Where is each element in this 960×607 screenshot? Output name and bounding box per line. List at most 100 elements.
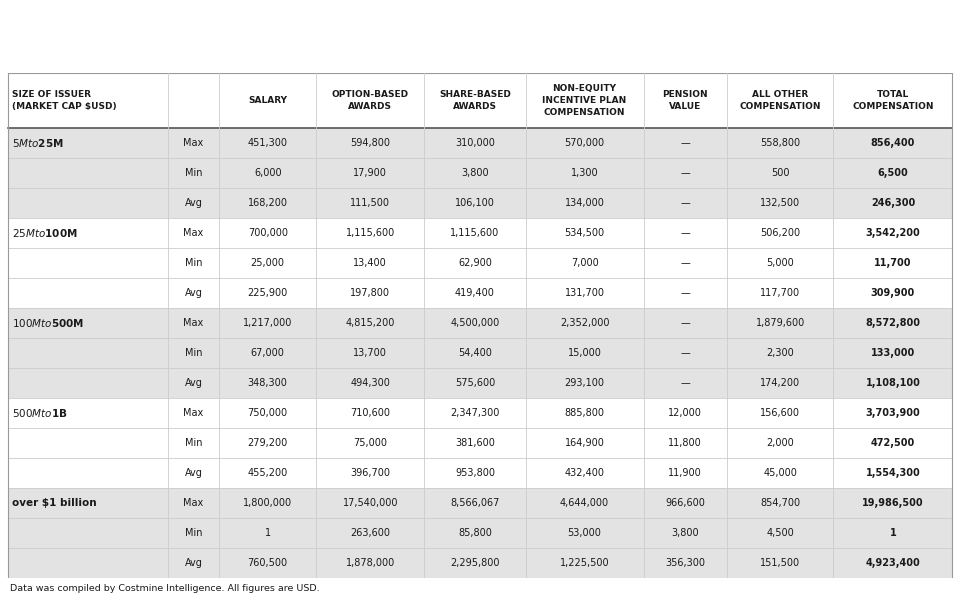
Text: 500: 500	[771, 168, 789, 178]
Text: OPTION-BASED
AWARDS: OPTION-BASED AWARDS	[332, 90, 409, 111]
Text: ALL OTHER
COMPENSATION: ALL OTHER COMPENSATION	[739, 90, 821, 111]
Text: Min: Min	[185, 438, 203, 448]
Text: 3,703,900: 3,703,900	[866, 408, 921, 418]
Text: TOTAL
COMPENSATION: TOTAL COMPENSATION	[852, 90, 934, 111]
Text: 455,200: 455,200	[248, 468, 288, 478]
Text: 197,800: 197,800	[350, 288, 391, 298]
Text: 3,800: 3,800	[461, 168, 489, 178]
Text: 760,500: 760,500	[248, 558, 288, 568]
Text: 534,500: 534,500	[564, 228, 605, 239]
Text: 1,217,000: 1,217,000	[243, 318, 293, 328]
Text: 2,295,800: 2,295,800	[450, 558, 499, 568]
Bar	[8, 428, 952, 458]
Text: 1: 1	[265, 528, 271, 538]
Text: 2,000: 2,000	[766, 438, 794, 448]
Text: 1,800,000: 1,800,000	[243, 498, 292, 508]
Text: Max: Max	[183, 228, 204, 239]
Text: 75,000: 75,000	[353, 438, 387, 448]
Text: —: —	[681, 318, 690, 328]
Text: 156,600: 156,600	[760, 408, 800, 418]
Text: 13,700: 13,700	[353, 348, 387, 358]
Text: 134,000: 134,000	[564, 198, 605, 208]
Text: 1,108,100: 1,108,100	[866, 378, 921, 388]
Bar	[8, 188, 952, 219]
Text: Avg: Avg	[184, 468, 203, 478]
Text: 856,400: 856,400	[871, 138, 915, 148]
Bar	[8, 338, 952, 368]
Text: 710,600: 710,600	[350, 408, 391, 418]
Text: PRESIDENT SALARIES: PRESIDENT SALARIES	[15, 16, 588, 61]
Text: 1,300: 1,300	[571, 168, 598, 178]
Text: Max: Max	[183, 408, 204, 418]
Text: 174,200: 174,200	[760, 378, 801, 388]
Text: 6,500: 6,500	[877, 168, 908, 178]
Text: 4,644,000: 4,644,000	[560, 498, 610, 508]
Text: Avg: Avg	[184, 378, 203, 388]
Bar	[8, 248, 952, 278]
Text: —: —	[681, 138, 690, 148]
Text: 54,400: 54,400	[458, 348, 492, 358]
Bar	[8, 368, 952, 398]
Text: 11,900: 11,900	[668, 468, 702, 478]
Text: 151,500: 151,500	[760, 558, 801, 568]
Text: 279,200: 279,200	[248, 438, 288, 448]
Text: SALARY: SALARY	[249, 96, 287, 105]
Text: 225,900: 225,900	[248, 288, 288, 298]
Text: 750,000: 750,000	[248, 408, 288, 418]
Bar	[8, 73, 952, 129]
Text: 85,800: 85,800	[458, 528, 492, 538]
Text: Max: Max	[183, 318, 204, 328]
Text: 381,600: 381,600	[455, 438, 494, 448]
Text: 246,300: 246,300	[871, 198, 915, 208]
Text: 17,540,000: 17,540,000	[343, 498, 398, 508]
Text: SHARE-BASED
AWARDS: SHARE-BASED AWARDS	[439, 90, 511, 111]
Text: Avg: Avg	[184, 558, 203, 568]
Text: 3,542,200: 3,542,200	[866, 228, 921, 239]
Text: —: —	[681, 168, 690, 178]
Text: 356,300: 356,300	[665, 558, 706, 568]
Bar	[8, 398, 952, 428]
Bar	[8, 308, 952, 338]
Text: 132,500: 132,500	[760, 198, 801, 208]
Text: 17,900: 17,900	[353, 168, 387, 178]
Text: over $1 billion: over $1 billion	[12, 498, 97, 508]
Text: Avg: Avg	[184, 198, 203, 208]
Text: 885,800: 885,800	[564, 408, 605, 418]
Text: 575,600: 575,600	[455, 378, 495, 388]
Text: 310,000: 310,000	[455, 138, 494, 148]
Text: 854,700: 854,700	[760, 498, 801, 508]
Text: —: —	[681, 288, 690, 298]
Text: Min: Min	[185, 258, 203, 268]
Text: 494,300: 494,300	[350, 378, 390, 388]
Text: 7,000: 7,000	[571, 258, 598, 268]
Text: 4,500,000: 4,500,000	[450, 318, 499, 328]
Text: 117,700: 117,700	[760, 288, 801, 298]
Text: 131,700: 131,700	[564, 288, 605, 298]
Text: 1,115,600: 1,115,600	[346, 228, 395, 239]
Text: Min: Min	[185, 348, 203, 358]
Text: 1,115,600: 1,115,600	[450, 228, 499, 239]
Text: 570,000: 570,000	[564, 138, 605, 148]
Text: $100M to $500M: $100M to $500M	[12, 317, 84, 329]
Text: 15,000: 15,000	[567, 348, 602, 358]
Text: SIZE OF ISSUER
(MARKET CAP $USD): SIZE OF ISSUER (MARKET CAP $USD)	[12, 90, 117, 111]
Text: —: —	[681, 228, 690, 239]
Text: 1,878,000: 1,878,000	[346, 558, 395, 568]
Text: $25M to $100M: $25M to $100M	[12, 227, 78, 239]
Text: 1: 1	[890, 528, 897, 538]
Text: 13,400: 13,400	[353, 258, 387, 268]
Text: 8,566,067: 8,566,067	[450, 498, 499, 508]
Text: 164,900: 164,900	[564, 438, 605, 448]
Text: 309,900: 309,900	[871, 288, 915, 298]
Text: 594,800: 594,800	[350, 138, 391, 148]
Text: 419,400: 419,400	[455, 288, 494, 298]
Text: 700,000: 700,000	[248, 228, 288, 239]
Text: $500M to $1B: $500M to $1B	[12, 407, 68, 419]
Text: 2,300: 2,300	[766, 348, 794, 358]
Text: Max: Max	[183, 138, 204, 148]
Bar	[8, 488, 952, 518]
Text: 4,500: 4,500	[766, 528, 794, 538]
Bar	[8, 278, 952, 308]
Text: 45,000: 45,000	[763, 468, 797, 478]
Text: 133,000: 133,000	[871, 348, 915, 358]
